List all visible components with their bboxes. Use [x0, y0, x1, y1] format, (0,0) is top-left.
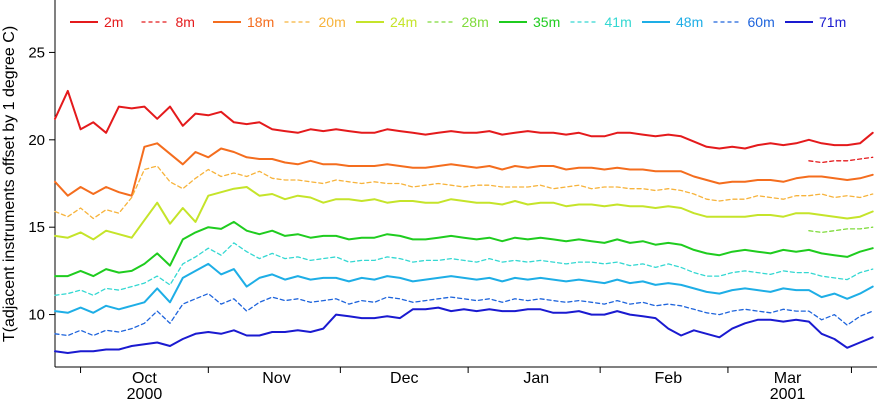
series-line-18m [54, 142, 874, 197]
legend-label-20m: 20m [319, 14, 346, 30]
series-line-20m [54, 165, 874, 220]
x-tick-year-2000: 2000 [127, 386, 163, 400]
legend-label-8m: 8m [176, 14, 195, 30]
series-line-2m [54, 89, 874, 150]
series-line-28m [808, 226, 874, 234]
legend-label-71m: 71m [819, 14, 846, 30]
x-tick-label-nov: Nov [262, 370, 290, 387]
x-tick-label-feb: Feb [655, 370, 683, 387]
series-line-71m [54, 306, 874, 354]
x-tick-label-mar: Mar [774, 370, 802, 387]
y-tick-label-10: 10 [28, 307, 45, 324]
series-line-24m [54, 186, 874, 241]
series-line-8m [808, 156, 874, 164]
series-line-60m [54, 292, 874, 337]
series-line-48m [54, 262, 874, 314]
legend-label-35m: 35m [533, 14, 560, 30]
series-line-35m [54, 220, 874, 278]
legend-label-41m: 41m [605, 14, 632, 30]
x-tick-year-2001: 2001 [770, 386, 806, 400]
x-tick-label-oct: Oct [132, 370, 157, 387]
y-tick-label-15: 15 [28, 219, 45, 236]
x-tick-label-jan: Jan [523, 370, 549, 387]
plot-frame [54, 0, 877, 368]
legend-label-24m: 24m [390, 14, 417, 30]
legend: 2m 8m 18m 20m 24m 28m 35m 41m 48m 60m 71m [70, 14, 846, 30]
legend-label-28m: 28m [462, 14, 489, 30]
y-tick-label-20: 20 [28, 132, 45, 149]
y-axis-ticks: 10 15 20 25 [28, 44, 55, 324]
x-tick-label-dec: Dec [390, 370, 418, 387]
series-line-41m [54, 242, 874, 296]
legend-label-18m: 18m [247, 14, 274, 30]
legend-label-48m: 48m [676, 14, 703, 30]
series-layer [54, 89, 874, 354]
y-tick-label-25: 25 [28, 44, 45, 61]
legend-label-2m: 2m [104, 14, 123, 30]
legend-label-60m: 60m [748, 14, 775, 30]
y-axis-label: T(adjacent instruments offset by 1 degre… [1, 26, 18, 342]
